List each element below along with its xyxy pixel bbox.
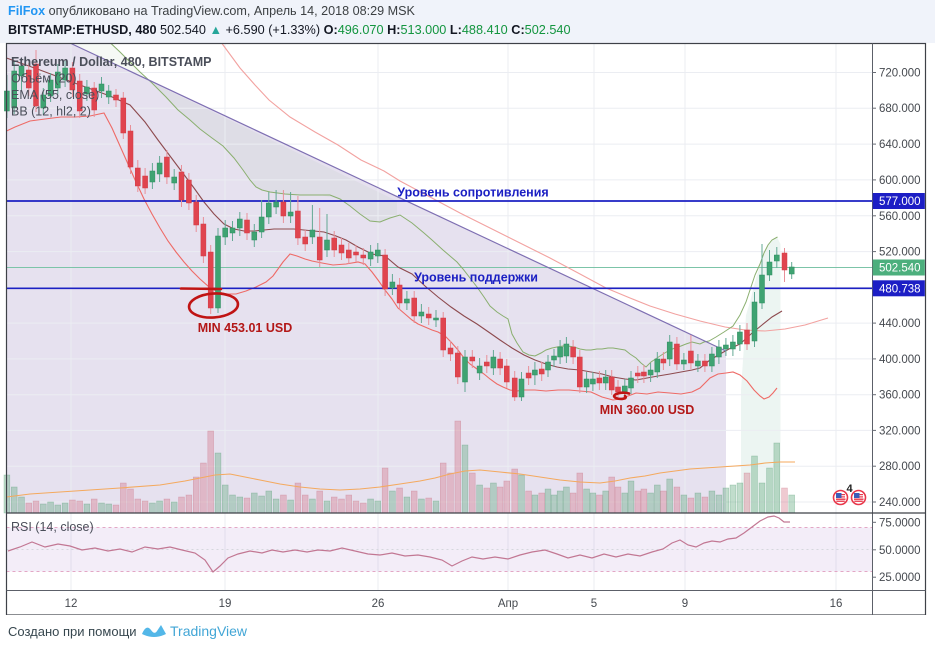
svg-text:MIN 453.01 USD: MIN 453.01 USD	[198, 321, 292, 335]
svg-text:280.000: 280.000	[879, 461, 921, 473]
svg-text:RSI (14, close): RSI (14, close)	[11, 520, 94, 534]
svg-text:520.000: 520.000	[879, 247, 921, 259]
svg-text:Уровень поддержки: Уровень поддержки	[414, 271, 538, 285]
svg-text:680.000: 680.000	[879, 103, 921, 115]
svg-text:400.000: 400.000	[879, 354, 921, 366]
svg-text:360.000: 360.000	[879, 390, 921, 402]
svg-text:240.000: 240.000	[879, 497, 921, 509]
svg-text:Уровень сопротивления: Уровень сопротивления	[397, 186, 548, 200]
svg-text:4: 4	[846, 483, 853, 495]
svg-text:26: 26	[372, 598, 385, 610]
svg-text:640.000: 640.000	[879, 139, 921, 151]
svg-text:Ethereum / Dollar, 480, BITSTA: Ethereum / Dollar, 480, BITSTAMP	[11, 55, 212, 69]
svg-text:MIN 360.00 USD: MIN 360.00 USD	[600, 403, 694, 417]
svg-text:Объём (20): Объём (20)	[11, 72, 77, 86]
svg-text:440.000: 440.000	[879, 318, 921, 330]
svg-text:480.738: 480.738	[879, 283, 921, 295]
svg-text:577.000: 577.000	[879, 196, 921, 208]
svg-text:50.0000: 50.0000	[879, 545, 921, 557]
svg-text:320.000: 320.000	[879, 425, 921, 437]
svg-text:12: 12	[65, 598, 78, 610]
svg-text:75.0000: 75.0000	[879, 517, 921, 529]
svg-text:16: 16	[830, 598, 843, 610]
svg-text:600.000: 600.000	[879, 175, 921, 187]
svg-text:560.000: 560.000	[879, 211, 921, 223]
svg-text:EMA (55, close): EMA (55, close)	[11, 88, 99, 102]
svg-text:502.540: 502.540	[879, 263, 921, 275]
svg-text:Апр: Апр	[498, 598, 518, 610]
svg-text:25.0000: 25.0000	[879, 572, 921, 584]
svg-text:5: 5	[591, 598, 597, 610]
svg-text:9: 9	[682, 598, 688, 610]
svg-text:BB (12, hl2, 2): BB (12, hl2, 2)	[11, 105, 91, 119]
svg-text:19: 19	[219, 598, 232, 610]
svg-text:720.000: 720.000	[879, 68, 921, 80]
